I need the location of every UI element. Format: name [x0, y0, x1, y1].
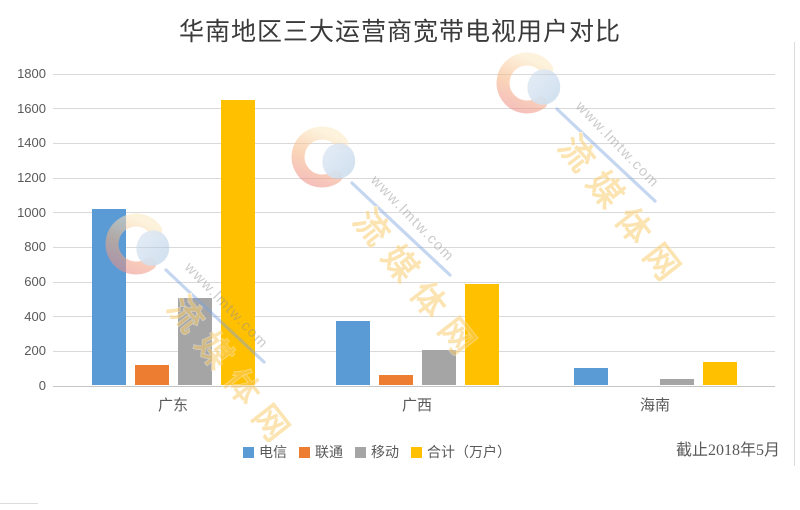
gridline-1200 [53, 177, 775, 179]
gridline-1800 [53, 73, 775, 75]
gridline-0 [53, 385, 775, 387]
legend-label-mobile: 移动 [371, 446, 399, 461]
y-axis-label-1000: 1000 [17, 204, 46, 220]
y-axis-label-1400: 1400 [17, 135, 46, 151]
bar-mobile-2 [659, 379, 694, 386]
bar-total-0 [220, 100, 255, 386]
bar-telecom-0 [91, 208, 126, 386]
gridline-1400 [53, 142, 775, 144]
gridline-800 [53, 246, 775, 248]
legend-label-unicom: 联通 [315, 446, 343, 461]
bar-mobile-0 [177, 297, 212, 386]
bar-telecom-1 [335, 321, 370, 386]
legend-swatch-unicom [299, 446, 310, 458]
y-axis-label-0: 0 [38, 378, 46, 393]
gridline-1000 [53, 212, 775, 214]
gridline-200 [53, 350, 775, 352]
legend-swatch-mobile [355, 446, 366, 458]
y-axis-label-400: 400 [24, 308, 46, 324]
x-axis-label-0: 广东 [157, 398, 188, 414]
legend-label-telecom: 电信 [259, 446, 287, 461]
legend: 电信 联通 移动 合计（万户） [243, 442, 511, 462]
legend-item-mobile: 移动 [355, 442, 399, 462]
footnote-date: 截止2018年5月 [675, 442, 780, 459]
y-axis-label-1800: 1800 [17, 66, 46, 81]
x-axis-label-1: 广西 [401, 398, 432, 414]
bar-total-1 [464, 284, 499, 386]
y-axis-label-1200: 1200 [17, 170, 46, 185]
bar-unicom-0 [134, 364, 169, 386]
gridline-400 [53, 316, 775, 318]
bar-total-2 [702, 362, 737, 386]
gridline-600 [53, 281, 775, 283]
legend-label-total: 合计（万户） [427, 446, 511, 461]
bar-unicom-1 [378, 375, 413, 386]
y-axis-label-800: 800 [24, 239, 46, 255]
page-edge-right [794, 42, 795, 466]
legend-item-telecom: 电信 [243, 442, 287, 462]
y-axis-label-1600: 1600 [17, 100, 46, 116]
legend-swatch-telecom [243, 446, 254, 458]
chart-title: 华南地区三大运营商宽带电视用户对比 [178, 19, 621, 46]
y-axis-label-600: 600 [24, 274, 46, 289]
gridline-1600 [53, 108, 775, 110]
x-axis-label-2: 海南 [639, 398, 670, 414]
legend-item-unicom: 联通 [299, 442, 343, 462]
legend-item-total: 合计（万户） [411, 442, 511, 462]
legend-swatch-total [411, 446, 422, 458]
bar-telecom-2 [573, 368, 608, 386]
bar-mobile-1 [421, 349, 456, 386]
y-axis-label-200: 200 [24, 343, 46, 359]
page-edge-bottom [0, 503, 38, 504]
